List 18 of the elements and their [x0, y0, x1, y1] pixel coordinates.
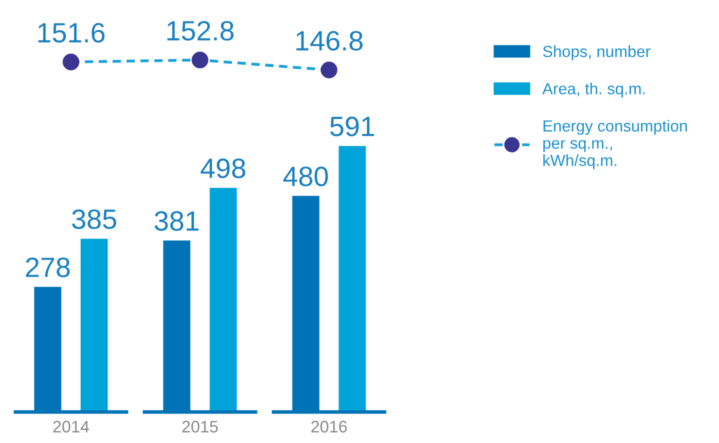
- data-label: 278: [26, 258, 70, 278]
- data-label: 498: [200, 158, 246, 178]
- data-label: 151.6: [38, 22, 105, 43]
- legend-label: Energy consumption per sq.m., kWh/sq.m.: [543, 120, 687, 170]
- x-tick-label: 2014: [53, 420, 90, 433]
- bar: [80, 238, 108, 412]
- data-label: 152.8: [167, 20, 234, 41]
- bar: [210, 188, 237, 412]
- bar: [338, 146, 366, 412]
- data-label: 385: [72, 209, 116, 230]
- data-label: 146.8: [296, 30, 363, 51]
- legend-label: Area, th. sq.m.: [542, 82, 645, 98]
- data-label: 591: [330, 116, 374, 136]
- x-tick-label: 2015: [182, 420, 218, 433]
- legend-label: Shops, number: [543, 45, 650, 60]
- x-tick-label: 2016: [311, 420, 347, 433]
- data-label: 381: [154, 211, 199, 231]
- data-label: 480: [283, 166, 328, 186]
